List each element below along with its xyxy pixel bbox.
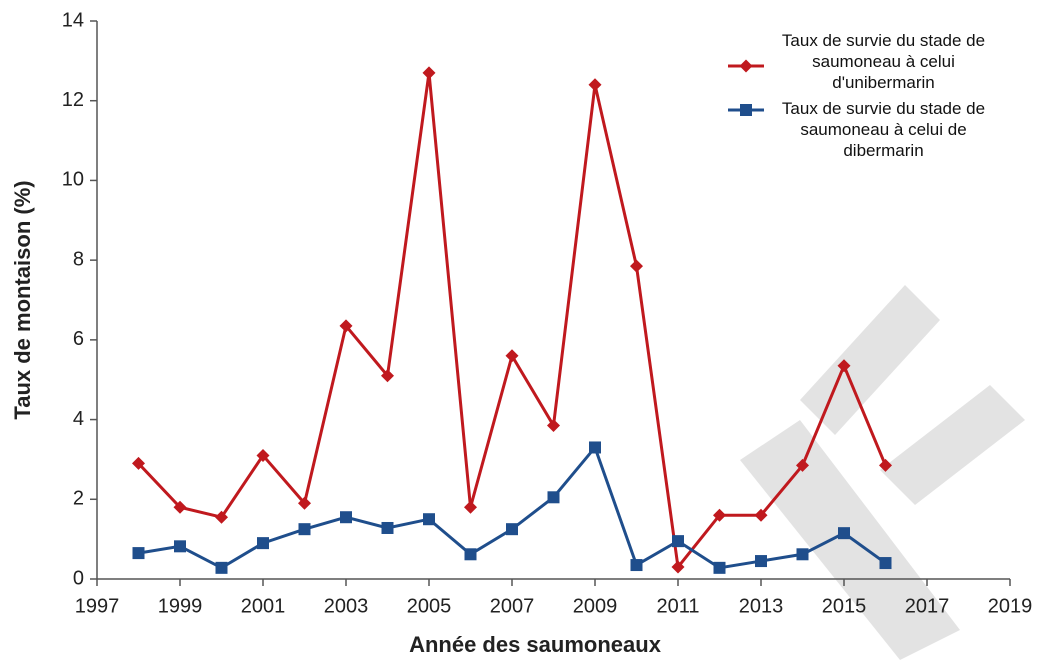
data-point xyxy=(630,559,643,572)
x-tick-label: 2019 xyxy=(988,595,1033,617)
data-point xyxy=(713,508,726,522)
data-point xyxy=(174,540,186,553)
data-point xyxy=(671,560,685,574)
y-tick-label: 14 xyxy=(62,9,84,31)
x-tick-label: 1997 xyxy=(75,595,120,617)
x-tick-label: 2011 xyxy=(656,595,699,617)
data-point xyxy=(422,66,436,80)
x-tick-label: 2017 xyxy=(905,595,950,617)
data-point xyxy=(215,561,228,574)
data-point xyxy=(879,557,892,570)
data-point xyxy=(547,419,560,433)
y-tick-label: 4 xyxy=(73,408,84,430)
y-tick-label: 12 xyxy=(62,89,84,111)
watermark xyxy=(740,285,1025,660)
legend-marker xyxy=(739,59,753,73)
x-tick-label: 2005 xyxy=(407,595,452,617)
data-point xyxy=(837,359,851,373)
data-point xyxy=(132,456,145,470)
y-axis-label: Taux de montaison (%) xyxy=(10,180,35,419)
data-point xyxy=(215,510,228,524)
data-point xyxy=(796,458,809,472)
watermark-shape xyxy=(880,385,1025,505)
data-point xyxy=(838,527,850,540)
watermark-shape xyxy=(800,285,940,435)
data-point xyxy=(505,349,519,363)
legend-marker xyxy=(740,104,752,116)
x-tick-label: 2003 xyxy=(324,595,369,617)
data-point xyxy=(339,319,353,333)
data-point xyxy=(755,555,767,568)
data-point xyxy=(589,441,601,454)
legend-label-box: Taux de survie du stade de saumoneau à c… xyxy=(781,31,986,92)
data-point xyxy=(381,369,394,383)
data-point xyxy=(340,511,352,524)
data-point xyxy=(588,78,602,92)
data-point xyxy=(713,561,726,574)
data-point xyxy=(173,500,187,514)
data-point xyxy=(298,496,311,510)
data-point xyxy=(796,548,809,561)
legend-label-box: Taux de survie du stade de saumoneau à c… xyxy=(781,99,986,160)
y-tick-label: 8 xyxy=(73,248,84,270)
data-point xyxy=(754,508,768,522)
data-point xyxy=(506,523,518,536)
x-tick-label: 2015 xyxy=(822,595,867,617)
legend-label: Taux de survie du stade de saumoneau à c… xyxy=(781,99,986,160)
y-tick-label: 6 xyxy=(73,328,84,350)
data-point xyxy=(423,513,435,526)
data-point xyxy=(672,535,684,548)
y-tick-label: 10 xyxy=(62,169,84,191)
data-point xyxy=(879,458,892,472)
data-point xyxy=(257,537,269,550)
x-tick-label: 2001 xyxy=(241,595,286,617)
data-point xyxy=(256,448,270,462)
data-point xyxy=(464,500,477,514)
x-tick-label: 2013 xyxy=(739,595,784,617)
legend-label: Taux de survie du stade de saumoneau à c… xyxy=(781,31,986,92)
x-tick-label: 2007 xyxy=(490,595,535,617)
data-point xyxy=(630,259,643,273)
data-point xyxy=(132,547,145,560)
x-tick-label: 1999 xyxy=(158,595,203,617)
data-point xyxy=(547,491,560,504)
x-tick-label: 2009 xyxy=(573,595,618,617)
data-point xyxy=(381,521,394,534)
data-point xyxy=(298,523,311,536)
data-point xyxy=(464,548,477,561)
y-tick-label: 2 xyxy=(73,488,84,510)
watermark-shape xyxy=(740,420,960,660)
x-axis-label: Année des saumoneaux xyxy=(409,632,662,657)
y-tick-label: 0 xyxy=(73,567,84,589)
